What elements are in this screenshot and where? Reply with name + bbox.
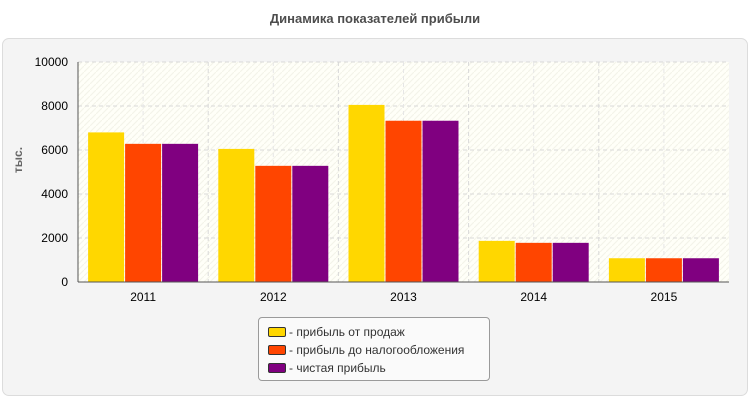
x-tick-label: 2015 — [651, 290, 678, 304]
axes — [77, 62, 729, 283]
bar-2014-series-3 — [552, 242, 589, 282]
legend-swatch — [268, 345, 286, 355]
y-tick-label: 10000 — [35, 55, 69, 69]
legend-item: - прибыль от продаж — [268, 323, 489, 341]
y-tick-label: 4000 — [41, 187, 68, 201]
bar-2013-series-1 — [348, 104, 385, 283]
bar-2012-series-2 — [255, 165, 292, 282]
y-tick-label: 8000 — [41, 99, 68, 113]
legend-label: - чистая прибыль — [289, 361, 386, 375]
bar-2014-series-1 — [478, 240, 515, 282]
bar-2013-series-3 — [422, 120, 459, 283]
y-tick-label: 2000 — [41, 231, 68, 245]
bar-2012-series-3 — [292, 165, 329, 282]
bars — [88, 104, 719, 283]
legend-swatch — [268, 327, 286, 337]
y-axis-label: тыс. — [11, 147, 25, 173]
chart-title: Динамика показателей прибыли — [269, 11, 481, 26]
bar-2012-series-1 — [218, 148, 255, 282]
x-tick-label: 2013 — [390, 290, 417, 304]
bar-2011-series-1 — [88, 132, 125, 282]
y-tick-label: 6000 — [41, 143, 68, 157]
x-tick-labels: 2011 2012 2013 2014 2015 — [130, 290, 677, 304]
y-tick-label: 0 — [61, 275, 68, 289]
y-tick-labels: 0 2000 4000 6000 8000 10000 — [35, 55, 69, 289]
legend-item: - прибыль до налогообложения — [268, 341, 489, 359]
bar-2015-series-1 — [608, 258, 645, 282]
bar-2013-series-2 — [385, 120, 422, 283]
x-tick-label: 2011 — [130, 290, 156, 304]
x-tick-label: 2014 — [520, 290, 547, 304]
bar-2011-series-2 — [125, 143, 162, 282]
legend-label: - прибыль до налогообложения — [289, 343, 465, 357]
legend-label: - прибыль от продаж — [289, 325, 405, 339]
legend: - прибыль от продаж - прибыль до налогооб… — [258, 317, 490, 381]
legend-swatch — [268, 363, 286, 373]
x-tick-label: 2012 — [260, 290, 287, 304]
legend-item: - чистая прибыль — [268, 359, 489, 377]
bar-2015-series-2 — [645, 258, 682, 282]
bar-2015-series-3 — [682, 258, 719, 282]
bar-2011-series-3 — [162, 143, 199, 282]
bar-2014-series-2 — [515, 242, 552, 282]
